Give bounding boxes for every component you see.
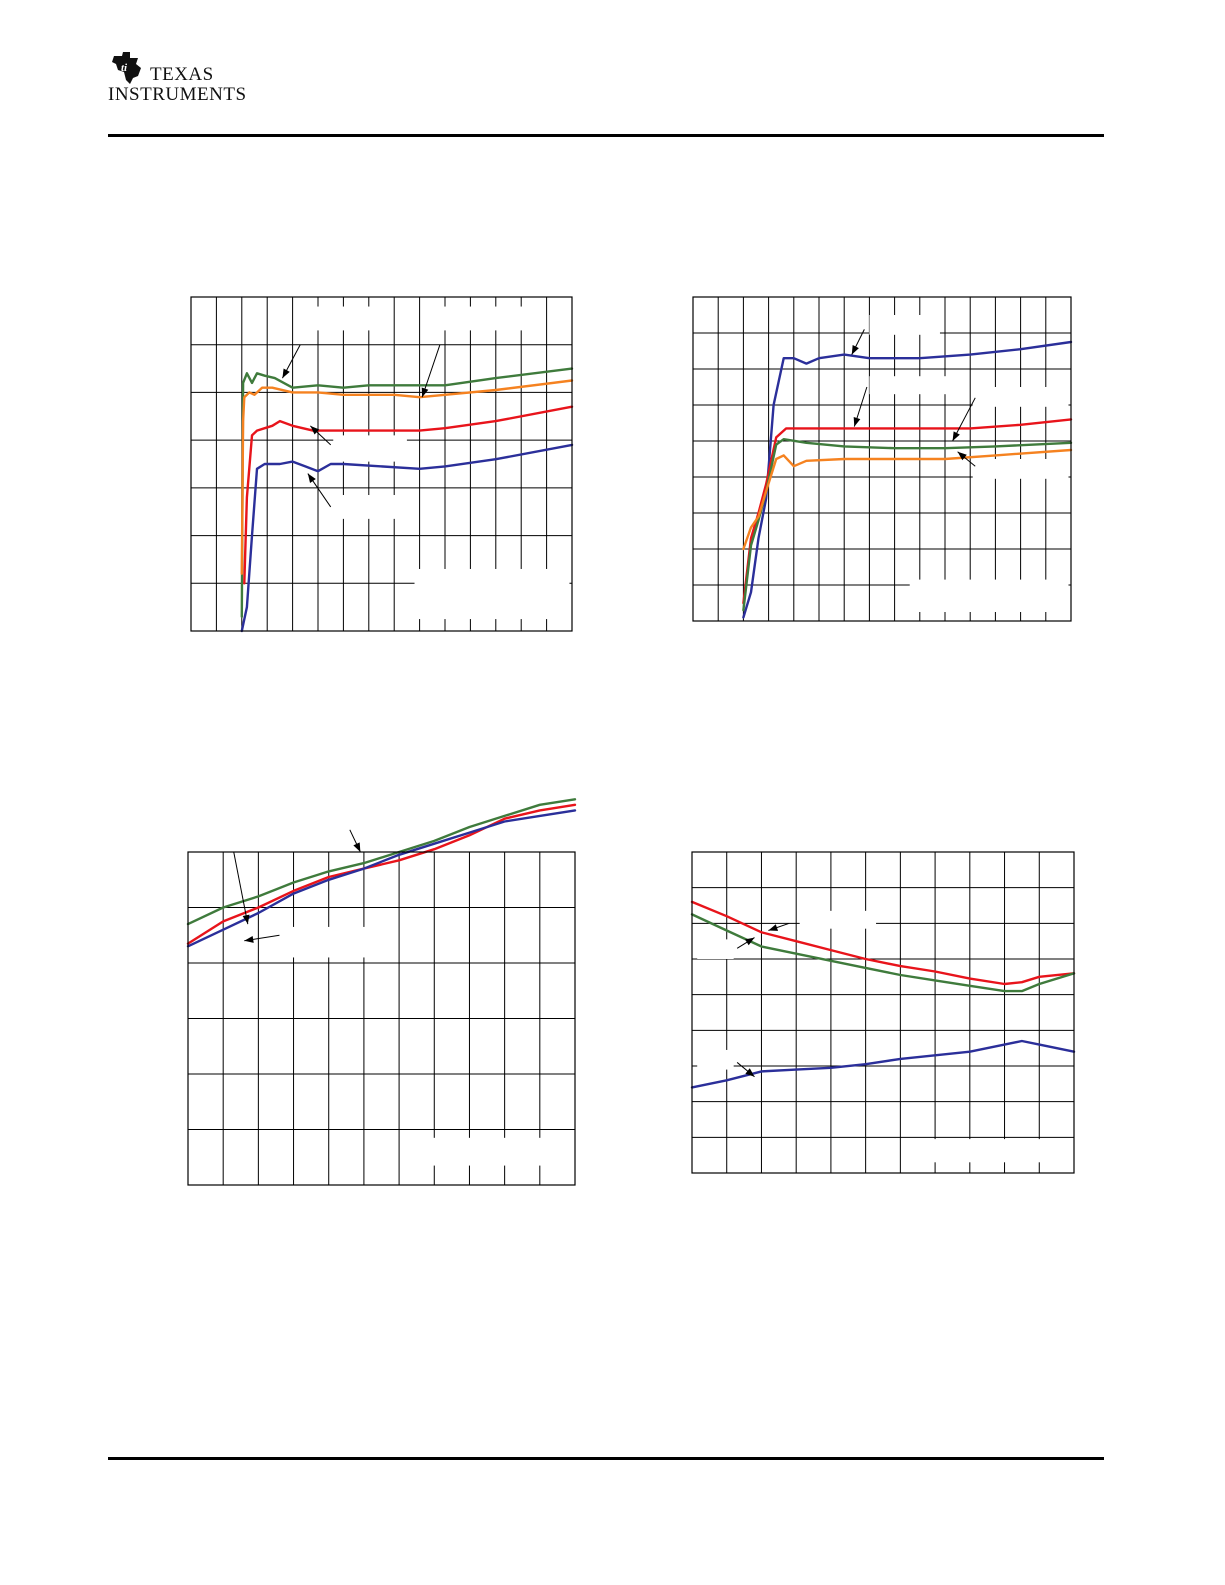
series-orange-line	[742, 448, 1073, 551]
annotation-arrow-head-icon	[310, 425, 320, 435]
ti-logo: ti Texas Instruments	[108, 50, 258, 106]
series-red-line	[690, 900, 1076, 986]
annotation-arrow-head-icon	[307, 473, 316, 483]
label-blank-box	[282, 926, 371, 958]
series-green-line	[240, 367, 574, 618]
series-green-line	[742, 438, 1073, 612]
plot-frame	[187, 851, 576, 1186]
label-blank-box	[193, 815, 287, 847]
svg-text:ti: ti	[121, 62, 128, 74]
chart-3-svg	[186, 785, 577, 1186]
label-blank-box	[697, 939, 734, 959]
annotation-leader-line	[421, 344, 441, 398]
series-red-line	[243, 405, 574, 585]
label-blank-box	[333, 495, 405, 519]
annotation-arrow-head-icon	[851, 344, 859, 355]
label-blank-box	[414, 568, 570, 620]
label-blank-box	[972, 459, 1069, 479]
label-blank-box	[914, 1139, 1071, 1163]
brand-line-1: Texas	[150, 65, 214, 84]
footer-rule	[108, 1457, 1104, 1460]
series-blue-line	[690, 1039, 1076, 1089]
label-blank-box	[420, 1137, 570, 1166]
plot-frame	[691, 851, 1075, 1174]
series-red-line	[742, 418, 1073, 605]
series-blue-line	[742, 340, 1073, 619]
chart-4	[690, 851, 1076, 1174]
series-green-line	[186, 798, 577, 926]
label-blank-box	[799, 910, 877, 929]
annotation-arrow-head-icon	[853, 416, 861, 427]
chart-2	[692, 296, 1073, 622]
label-blank-box	[697, 1049, 734, 1070]
series-red-line	[186, 803, 577, 945]
chart-1	[190, 296, 574, 633]
plot-frame	[190, 296, 573, 632]
annotation-leader-line	[233, 851, 249, 925]
label-blank-box	[869, 376, 958, 395]
annotation-arrow-head-icon	[745, 937, 755, 946]
annotation-arrow-head-icon	[745, 1068, 755, 1077]
label-blank-box	[972, 387, 1069, 407]
label-blank-box	[434, 306, 527, 331]
label-blank-box	[909, 579, 1069, 612]
series-green-line	[690, 913, 1076, 993]
header-rule	[108, 134, 1104, 137]
brand-line-2: Instruments	[108, 85, 247, 104]
label-blank-box	[307, 306, 387, 331]
annotation-arrow-head-icon	[957, 451, 967, 461]
series-orange-line	[240, 379, 574, 575]
series-blue-line	[240, 443, 574, 633]
label-blank-box	[321, 785, 414, 819]
chart-2-svg	[692, 296, 1073, 622]
brand-line-2-text: Instruments	[108, 84, 247, 105]
annotation-arrow-head-icon	[244, 935, 254, 943]
annotation-arrow-head-icon	[952, 431, 960, 441]
annotation-arrow-head-icon	[421, 387, 429, 398]
annotation-arrow-head-icon	[353, 842, 361, 852]
plot-frame	[692, 296, 1072, 622]
ti-state-logo-icon: ti	[112, 52, 141, 84]
annotation-arrow-head-icon	[242, 914, 250, 925]
annotation-arrow-head-icon	[282, 368, 290, 379]
label-blank-box	[333, 435, 407, 462]
label-blank-box	[869, 315, 940, 335]
brand-line-1-text: Texas	[150, 64, 214, 85]
chart-4-svg	[690, 851, 1076, 1174]
chart-3	[186, 785, 577, 1186]
chart-1-svg	[190, 296, 574, 633]
annotation-arrow-head-icon	[768, 924, 779, 931]
series-blue-line	[186, 809, 577, 948]
